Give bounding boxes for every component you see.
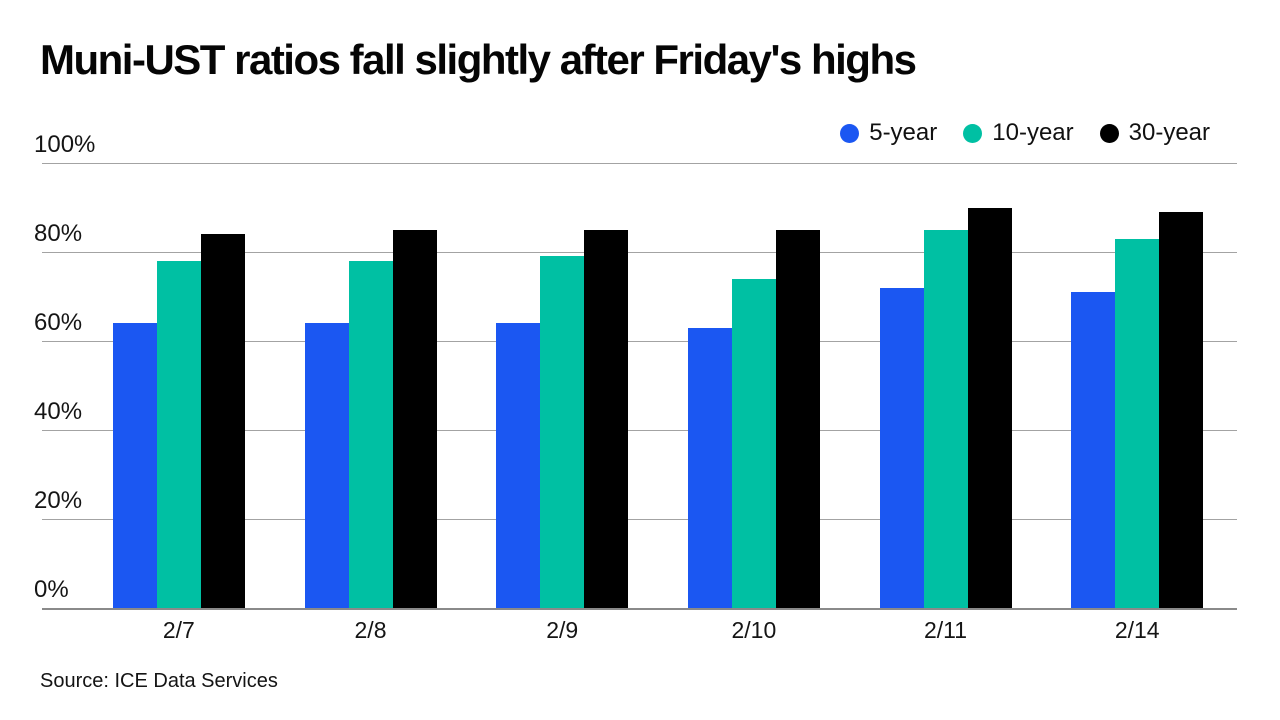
- bar-group-2/9: [466, 163, 658, 608]
- x-tick-label-2/8: 2/8: [354, 617, 387, 643]
- bars-area: [83, 163, 1233, 608]
- x-tick-label-2/9: 2/9: [546, 617, 579, 643]
- x-axis-line: [42, 608, 1237, 610]
- bar-5-year-2/14: [1071, 292, 1116, 608]
- bar-group-2/14: [1041, 163, 1233, 608]
- gridline-100%: [42, 163, 1237, 164]
- bar-10-year-2/10: [731, 278, 776, 608]
- bar-10-year-2/7: [156, 260, 201, 608]
- bar-30-year-2/10: [775, 229, 820, 608]
- gridline-60%: [42, 341, 1237, 342]
- legend-dot-5-year: [840, 123, 860, 143]
- bar-5-year-2/11: [879, 287, 924, 608]
- bar-30-year-2/9: [584, 229, 629, 608]
- legend-item-5-year: 5-year: [840, 119, 937, 147]
- legend-label: 10-year: [992, 119, 1074, 146]
- legend-dot-30-year: [1099, 123, 1119, 143]
- legend-label: 5-year: [869, 119, 938, 146]
- x-tick-label-2/10: 2/10: [731, 617, 777, 643]
- source-note: Source: ICE Data Services: [40, 670, 278, 692]
- bar-30-year-2/8: [392, 229, 437, 608]
- gridline-20%: [42, 519, 1237, 520]
- x-axis-labels: 2/7 2/8 2/9 2/10 2/11 2/14: [83, 617, 1233, 644]
- y-tick-label-0%: 0%: [34, 576, 69, 603]
- bar-5-year-2/7: [112, 323, 157, 608]
- y-tick-label-20%: 20%: [34, 487, 83, 514]
- bar-10-year-2/14: [1115, 238, 1160, 608]
- gridline-40%: [42, 430, 1237, 431]
- y-tick-label-100%: 100%: [34, 131, 96, 158]
- legend-item-30-year: 30-year: [1099, 119, 1210, 147]
- bar-5-year-2/9: [496, 323, 541, 608]
- legend-item-10-year: 10-year: [963, 119, 1074, 147]
- legend-dot-10-year: [963, 123, 983, 143]
- legend-label: 30-year: [1128, 119, 1210, 146]
- x-tick-label-2/7: 2/7: [162, 617, 195, 643]
- bar-10-year-2/11: [923, 229, 968, 608]
- bar-10-year-2/8: [348, 260, 393, 608]
- bar-30-year-2/11: [967, 207, 1012, 608]
- legend: 5-year 10-year 30-year: [840, 119, 1210, 147]
- bar-group-2/10: [658, 163, 850, 608]
- gridline-80%: [42, 252, 1237, 253]
- bar-group-2/11: [850, 163, 1042, 608]
- y-tick-label-80%: 80%: [34, 220, 83, 247]
- bar-5-year-2/10: [687, 327, 732, 608]
- bar-group-2/8: [275, 163, 467, 608]
- bar-10-year-2/9: [540, 256, 585, 608]
- bar-30-year-2/14: [1159, 211, 1204, 608]
- y-tick-label-40%: 40%: [34, 398, 83, 425]
- x-tick-label-2/14: 2/14: [1114, 617, 1160, 643]
- bar-30-year-2/7: [200, 234, 245, 608]
- chart-title: Muni-UST ratios fall slightly after Frid…: [40, 36, 917, 83]
- x-tick-label-2/11: 2/11: [923, 617, 968, 643]
- bar-group-2/7: [83, 163, 275, 608]
- bar-5-year-2/8: [304, 323, 349, 608]
- y-tick-label-60%: 60%: [34, 309, 83, 336]
